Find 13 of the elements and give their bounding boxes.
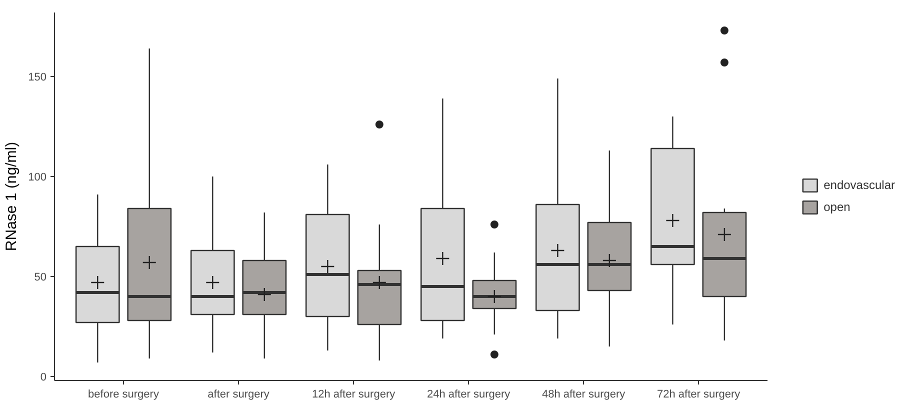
x-tick-label: 12h after surgery — [312, 388, 396, 400]
legend-label: open — [824, 200, 850, 214]
y-tick-label: 100 — [28, 172, 47, 184]
x-tick-label: 72h after surgery — [656, 388, 741, 400]
x-tick-label: 48h after surgery — [542, 388, 626, 400]
y-tick-label: 150 — [28, 72, 47, 84]
x-tick-label: after surgery — [208, 388, 270, 400]
legend-label: endovascular — [824, 178, 895, 192]
y-axis-title: RNase 1 (ng/ml) — [3, 142, 20, 252]
x-tick-label: 24h after surgery — [426, 388, 511, 400]
y-tick-label: 50 — [34, 272, 47, 284]
x-tick-label: before surgery — [88, 388, 160, 400]
y-tick-label: 0 — [40, 372, 47, 384]
